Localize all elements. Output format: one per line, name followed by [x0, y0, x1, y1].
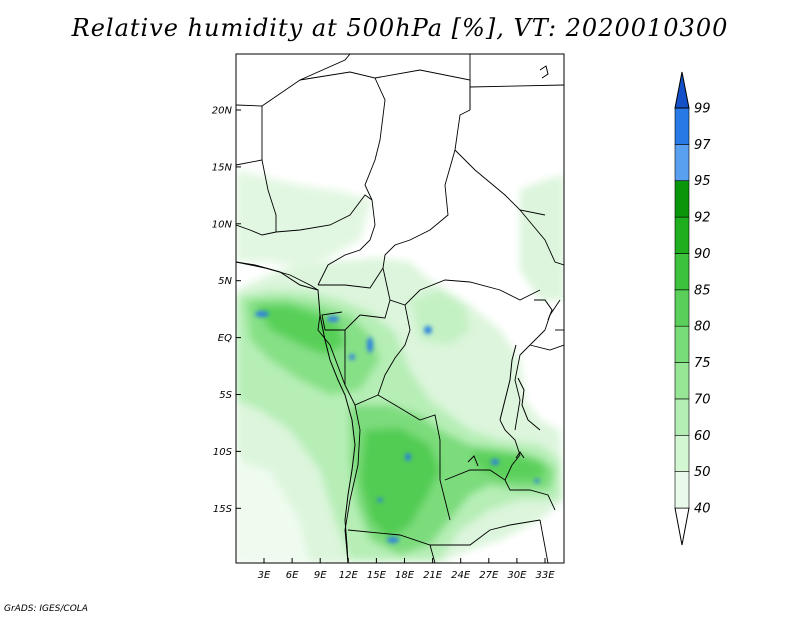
colorbar-label: 85	[694, 283, 711, 298]
peak-spot	[377, 498, 383, 502]
peak-spot	[349, 354, 355, 360]
lon-label: 24E	[451, 570, 471, 581]
lat-label: 15N	[212, 162, 233, 173]
colorbar-over-arrow	[674, 71, 690, 109]
peak-spot	[387, 537, 399, 543]
colorbar: 40 50 60 70 75 80 85 90 92 95 97 99	[674, 71, 711, 546]
humid-core-inner	[360, 428, 440, 540]
peak-spot	[405, 453, 411, 461]
peak-spot	[534, 479, 540, 483]
colorbar-label: 60	[694, 429, 711, 444]
colorbar-segment	[674, 434, 690, 472]
humid-area-south-west	[236, 460, 310, 563]
colorbar-label: 97	[694, 138, 711, 153]
map-title: Relative humidity at 500hPa [%], VT: 202…	[71, 14, 729, 42]
lat-label: EQ	[218, 333, 232, 344]
lon-label: 6E	[286, 570, 299, 581]
humid-area-north-west	[236, 170, 372, 268]
colorbar-label: 50	[694, 465, 711, 480]
lat-label: 10N	[212, 219, 233, 230]
colorbar-label: 99	[694, 102, 711, 117]
lon-label: 33E	[535, 570, 555, 581]
lat-label: 10S	[213, 447, 233, 458]
lon-label: 12E	[339, 570, 359, 581]
colorbar-segment	[674, 325, 690, 363]
lon-label: 15E	[367, 570, 387, 581]
lon-label: 9E	[314, 570, 327, 581]
colorbar-label: 75	[694, 356, 711, 371]
humid-peaks	[255, 311, 540, 543]
longitude-axis: 3E 6E 9E 12E 15E 18E 21E 24E 27E 30E 33E	[258, 558, 555, 581]
colorbar-under-arrow	[674, 507, 690, 546]
lat-label: 15S	[213, 504, 233, 515]
peak-spot	[367, 337, 373, 353]
colorbar-segment	[674, 180, 690, 218]
humid-area-east	[520, 175, 564, 300]
colorbar-label: 40	[694, 502, 711, 517]
humid-core-east	[470, 450, 545, 480]
lon-label: 30E	[507, 570, 527, 581]
colorbar-label: 80	[694, 320, 711, 335]
peak-spot	[424, 326, 432, 334]
lon-label: 18E	[395, 570, 415, 581]
colorbar-label: 70	[694, 392, 711, 407]
lat-label: 5N	[218, 276, 232, 287]
lon-label: 21E	[423, 570, 443, 581]
grads-credit: GrADS: IGES/COLA	[4, 604, 88, 614]
colorbar-label: 92	[694, 211, 711, 226]
latitude-axis: 20N 15N 10N 5N EQ 5S 10S 15S	[212, 106, 241, 515]
humidity-shading	[236, 170, 564, 563]
colorbar-label: 95	[694, 174, 711, 189]
lat-label: 5S	[219, 390, 232, 401]
colorbar-label: 90	[694, 247, 711, 262]
colorbar-segment	[674, 144, 690, 182]
lon-label: 3E	[258, 570, 271, 581]
lat-label: 20N	[212, 106, 233, 117]
peak-spot	[327, 316, 339, 322]
lon-label: 27E	[479, 570, 499, 581]
coastlines	[236, 65, 553, 563]
peak-spot	[491, 459, 499, 465]
colorbar-segment	[674, 289, 690, 327]
colorbar-segment	[674, 471, 690, 509]
country-borders	[236, 54, 564, 563]
map-frame	[235, 53, 565, 564]
colorbar-segment	[674, 362, 690, 400]
peak-spot	[255, 311, 269, 317]
colorbar-segment	[674, 107, 690, 145]
colorbar-segment	[674, 398, 690, 436]
colorbar-segment	[674, 253, 690, 291]
map-panel	[235, 53, 565, 564]
colorbar-segment	[674, 216, 690, 254]
